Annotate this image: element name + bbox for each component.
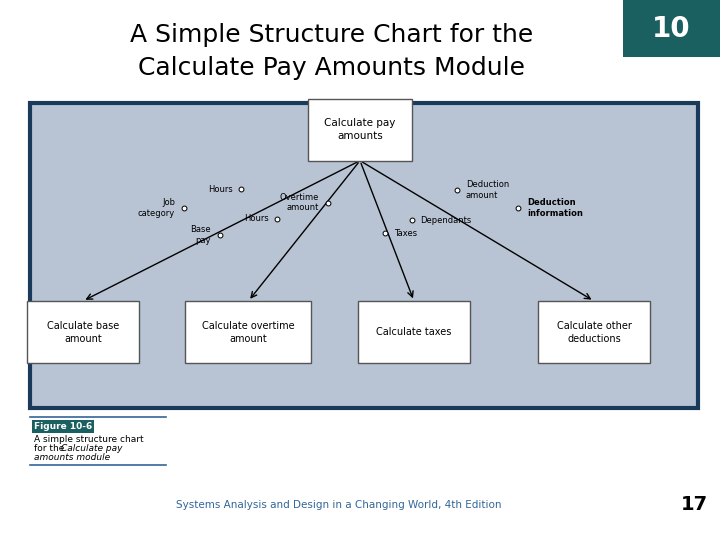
Text: Deduction
amount: Deduction amount <box>466 180 509 200</box>
Text: A Simple Structure Chart for the: A Simple Structure Chart for the <box>130 23 533 47</box>
FancyBboxPatch shape <box>538 301 649 363</box>
Text: 10: 10 <box>652 15 690 43</box>
Text: Hours: Hours <box>208 185 233 193</box>
Text: Overtime
amount: Overtime amount <box>279 193 319 212</box>
Text: Calculate pay
amounts: Calculate pay amounts <box>324 118 396 141</box>
Text: Base
pay: Base pay <box>190 225 211 245</box>
Text: A simple structure chart: A simple structure chart <box>34 435 143 444</box>
Text: for the: for the <box>34 444 67 453</box>
Text: Calculate base
amount: Calculate base amount <box>47 321 119 343</box>
Text: Calculate other
deductions: Calculate other deductions <box>557 321 631 343</box>
Text: Hours: Hours <box>244 214 269 223</box>
FancyBboxPatch shape <box>358 301 469 363</box>
Text: Calculate pay: Calculate pay <box>61 444 122 453</box>
Text: Calculate taxes: Calculate taxes <box>377 327 451 337</box>
Text: Figure 10-6: Figure 10-6 <box>34 422 92 431</box>
Text: Calculate Pay Amounts Module: Calculate Pay Amounts Module <box>138 56 525 79</box>
FancyBboxPatch shape <box>27 301 138 363</box>
Text: amounts module: amounts module <box>34 453 110 462</box>
FancyBboxPatch shape <box>623 0 720 57</box>
FancyBboxPatch shape <box>30 103 698 408</box>
Text: Taxes: Taxes <box>394 229 417 238</box>
FancyBboxPatch shape <box>185 301 311 363</box>
FancyBboxPatch shape <box>308 98 412 160</box>
Text: Calculate overtime
amount: Calculate overtime amount <box>202 321 294 343</box>
Text: 17: 17 <box>681 495 708 515</box>
Text: Systems Analysis and Design in a Changing World, 4th Edition: Systems Analysis and Design in a Changin… <box>176 500 501 510</box>
Text: Job
category: Job category <box>138 198 175 218</box>
Text: Dependants: Dependants <box>420 216 472 225</box>
Text: Deduction
information: Deduction information <box>527 198 583 218</box>
